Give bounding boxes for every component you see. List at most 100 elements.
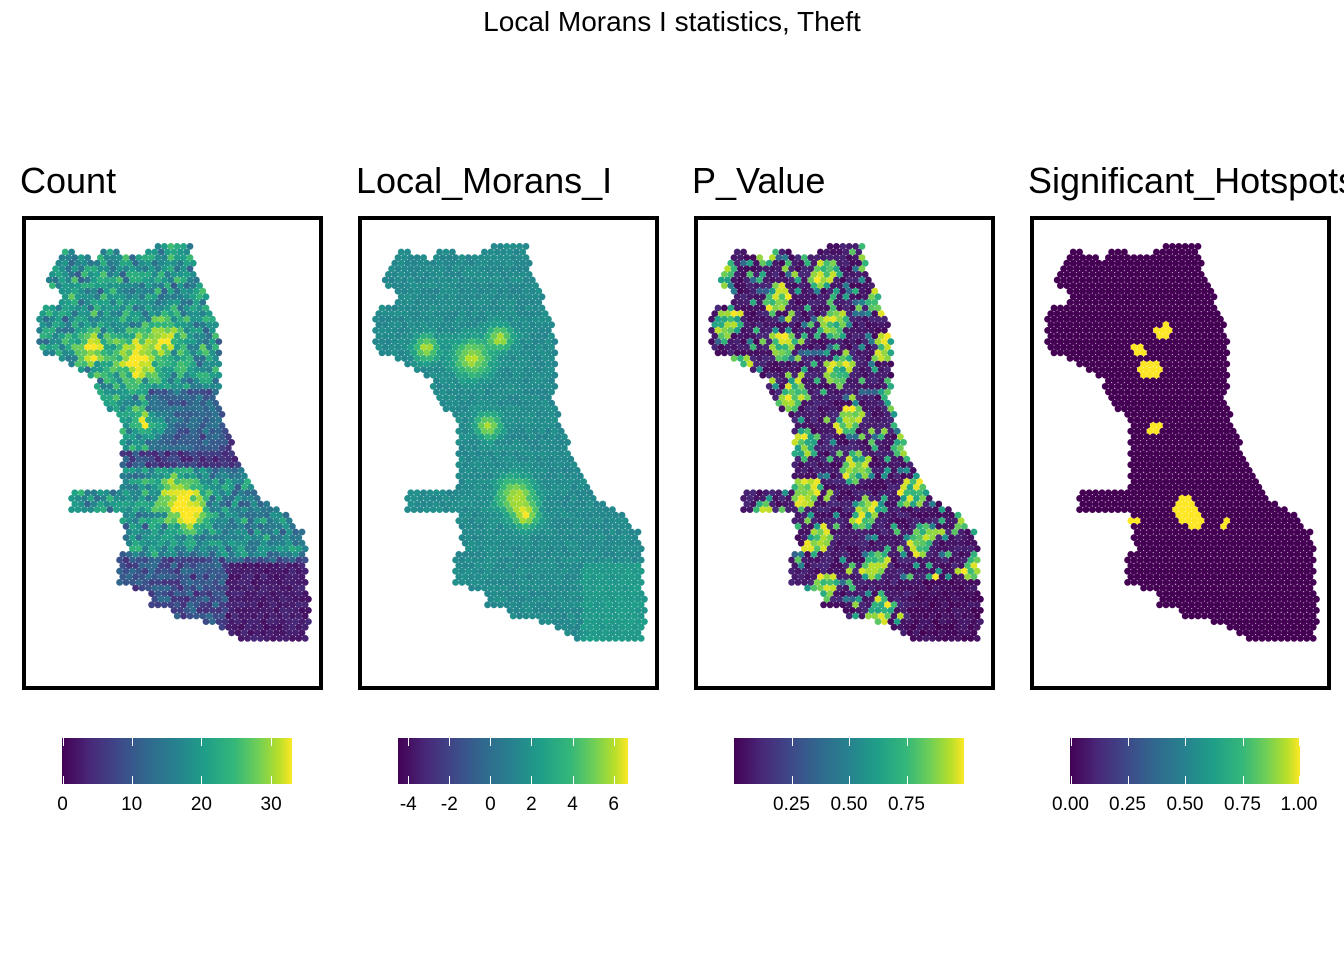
hex-cell: [145, 259, 152, 267]
hex-cell: [500, 439, 507, 446]
hex-cell: [135, 355, 143, 362]
hex-cell: [884, 321, 891, 329]
hex-cell: [829, 517, 837, 525]
hex-cell: [762, 500, 770, 508]
legend-tick: [613, 738, 615, 784]
hex-cell: [81, 271, 88, 278]
hex-cell: [228, 539, 236, 547]
hex-cell: [823, 405, 831, 413]
hex-cell: [529, 377, 536, 385]
hex-cell: [849, 371, 856, 379]
hex-cell: [439, 366, 447, 373]
hex-cell: [481, 439, 488, 446]
hex-cell: [612, 556, 619, 564]
hex-cell: [141, 299, 149, 306]
hex-cell: [244, 545, 252, 553]
hex-cell: [125, 562, 133, 569]
hex-cell: [455, 271, 463, 278]
hex-cell: [234, 539, 242, 547]
hex-cell: [154, 388, 162, 396]
hex-cell: [541, 467, 549, 474]
hex-cell: [410, 327, 418, 334]
hex-cell: [247, 584, 255, 592]
hex-cell: [823, 517, 831, 525]
hex-cell: [522, 243, 530, 250]
hex-cell: [596, 618, 603, 625]
hex-cell: [909, 523, 917, 530]
hex-cell: [913, 551, 920, 558]
hex-cell: [468, 282, 475, 289]
hex-cell: [193, 455, 200, 463]
hex-cell: [500, 371, 507, 379]
hex-cell: [874, 405, 882, 413]
hex-cell: [173, 265, 181, 273]
hex-cell: [545, 360, 552, 368]
hex-cell: [202, 383, 210, 390]
hex-cell: [199, 511, 207, 519]
hex-cell: [865, 478, 872, 485]
hex-cell: [455, 495, 463, 502]
hex-cell: [433, 343, 440, 351]
hex-cell: [1159, 259, 1167, 267]
hex-cell: [103, 388, 111, 396]
hex-cell: [500, 394, 507, 401]
hex-cell: [458, 567, 466, 575]
hex-cell: [161, 377, 168, 385]
hex-cell: [545, 405, 552, 413]
hex-cell: [436, 315, 443, 323]
hex-cell: [247, 483, 255, 491]
hex-cell: [410, 506, 418, 513]
hex-cell: [961, 523, 968, 530]
hex-cell: [241, 584, 248, 592]
hex-cell: [103, 355, 111, 362]
hex-cell: [193, 523, 200, 530]
hex-cell: [573, 534, 581, 541]
hex-cell: [580, 590, 587, 597]
panel-title: Count: [20, 160, 117, 201]
hex-cell: [938, 528, 946, 536]
hex-cell: [845, 377, 853, 385]
hex-cell: [593, 534, 600, 541]
hex-cell: [458, 399, 466, 407]
hex-cell: [141, 545, 149, 553]
hex-cell: [916, 635, 923, 642]
hex-cell: [429, 371, 437, 379]
hex-cell: [801, 444, 808, 452]
hex-cell: [865, 444, 872, 452]
hex-cell: [125, 528, 133, 536]
hex-cell: [404, 271, 411, 278]
hex-cell: [506, 562, 514, 569]
hex-cell: [810, 539, 818, 547]
hex-cell: [436, 259, 443, 267]
hex-cell: [135, 500, 143, 508]
hex-cell: [132, 483, 139, 491]
hex-cell: [791, 573, 799, 581]
hex-cell: [877, 556, 885, 564]
hex-cell: [839, 444, 847, 452]
hex-cell: [788, 567, 795, 575]
hex-cell: [957, 584, 965, 592]
hex-cell: [273, 595, 280, 603]
hex-cell: [202, 539, 210, 547]
hex-cell: [148, 601, 155, 609]
hex-cell: [1066, 254, 1074, 261]
hex-cell: [516, 299, 523, 306]
hex-cell: [397, 304, 405, 312]
hex-cell: [397, 349, 405, 357]
hex-cell: [615, 573, 623, 581]
hex-cell: [634, 562, 642, 569]
hex-cell: [909, 500, 917, 508]
hex-cell: [573, 478, 581, 485]
hex-cell: [929, 556, 936, 564]
hex-cell: [948, 534, 955, 541]
hex-cell: [468, 394, 475, 401]
hex-cell: [810, 282, 818, 289]
hex-cell: [541, 511, 549, 519]
hex-cell: [148, 556, 155, 564]
hex-cell: [167, 601, 175, 609]
hex-cell: [423, 338, 431, 345]
hex-cell: [497, 601, 504, 609]
hex-cell: [772, 506, 779, 513]
hex-cell: [477, 422, 485, 429]
hex-cell: [621, 528, 629, 536]
